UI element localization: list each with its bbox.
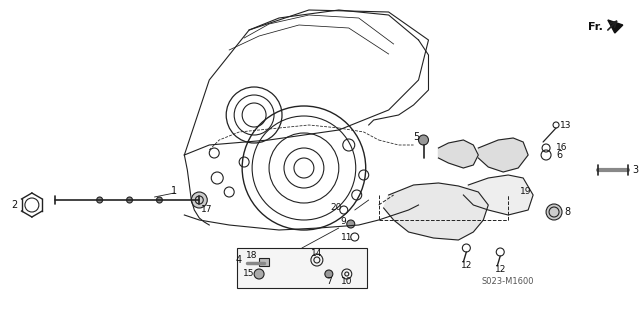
Text: S023-M1600: S023-M1600 bbox=[482, 278, 534, 286]
Text: 9: 9 bbox=[340, 218, 346, 226]
Circle shape bbox=[97, 197, 102, 203]
Circle shape bbox=[191, 192, 207, 208]
Text: 19: 19 bbox=[520, 188, 532, 197]
Circle shape bbox=[254, 269, 264, 279]
Text: 1: 1 bbox=[172, 186, 177, 196]
Circle shape bbox=[347, 220, 355, 228]
Text: 5: 5 bbox=[413, 132, 420, 142]
Text: 13: 13 bbox=[560, 121, 572, 130]
Bar bbox=[259, 258, 269, 266]
Polygon shape bbox=[608, 20, 623, 33]
Circle shape bbox=[419, 135, 429, 145]
Text: 17: 17 bbox=[200, 205, 212, 214]
Text: 4: 4 bbox=[236, 255, 242, 265]
Polygon shape bbox=[478, 138, 528, 172]
Text: Fr.: Fr. bbox=[588, 22, 603, 32]
Text: 10: 10 bbox=[341, 278, 353, 286]
Text: 18: 18 bbox=[246, 250, 257, 259]
Text: 12: 12 bbox=[495, 265, 506, 275]
Polygon shape bbox=[463, 175, 533, 215]
Text: 6: 6 bbox=[556, 150, 562, 160]
Circle shape bbox=[546, 204, 562, 220]
Circle shape bbox=[156, 197, 163, 203]
Text: 8: 8 bbox=[564, 207, 570, 217]
Polygon shape bbox=[438, 140, 478, 168]
Text: 2: 2 bbox=[11, 200, 17, 210]
Text: 16: 16 bbox=[556, 144, 568, 152]
Bar bbox=[237, 248, 367, 288]
Text: 14: 14 bbox=[311, 249, 323, 257]
Text: 3: 3 bbox=[633, 165, 639, 175]
Text: 15: 15 bbox=[243, 270, 254, 278]
Text: 11: 11 bbox=[341, 233, 353, 241]
Text: 7: 7 bbox=[326, 278, 332, 286]
Circle shape bbox=[127, 197, 132, 203]
Text: 20: 20 bbox=[330, 203, 342, 211]
Circle shape bbox=[325, 270, 333, 278]
Polygon shape bbox=[383, 183, 488, 240]
Text: 12: 12 bbox=[461, 262, 472, 271]
